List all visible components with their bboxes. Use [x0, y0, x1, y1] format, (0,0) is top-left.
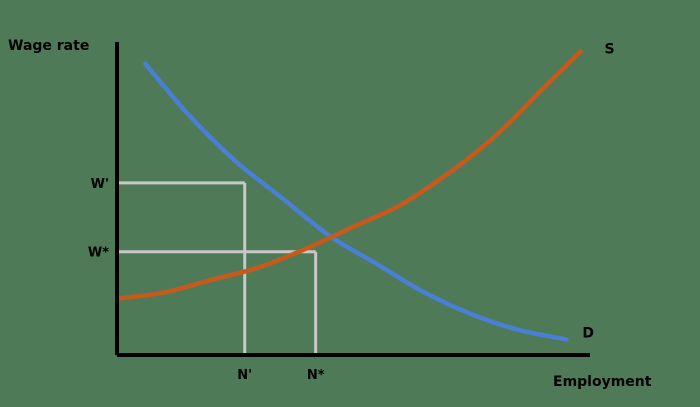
y-axis-label: Wage rate [8, 38, 89, 54]
x-axis-label: Employment [553, 374, 652, 390]
series-line-s [114, 49, 583, 301]
series-lines [114, 49, 583, 342]
y-tick-label: W' [91, 177, 109, 192]
series-label-s: S [605, 41, 615, 57]
guide-lines [117, 181, 318, 355]
x-tick-label: N' [237, 368, 252, 383]
axes: Wage rate Employment [8, 38, 652, 390]
series-labels: DS [582, 41, 614, 341]
tick-labels: W' N' W* N* [88, 177, 325, 383]
x-tick-label: N* [307, 368, 325, 383]
series-line-d [143, 61, 569, 342]
series-label-d: D [582, 325, 594, 341]
y-tick-label: W* [88, 246, 109, 261]
